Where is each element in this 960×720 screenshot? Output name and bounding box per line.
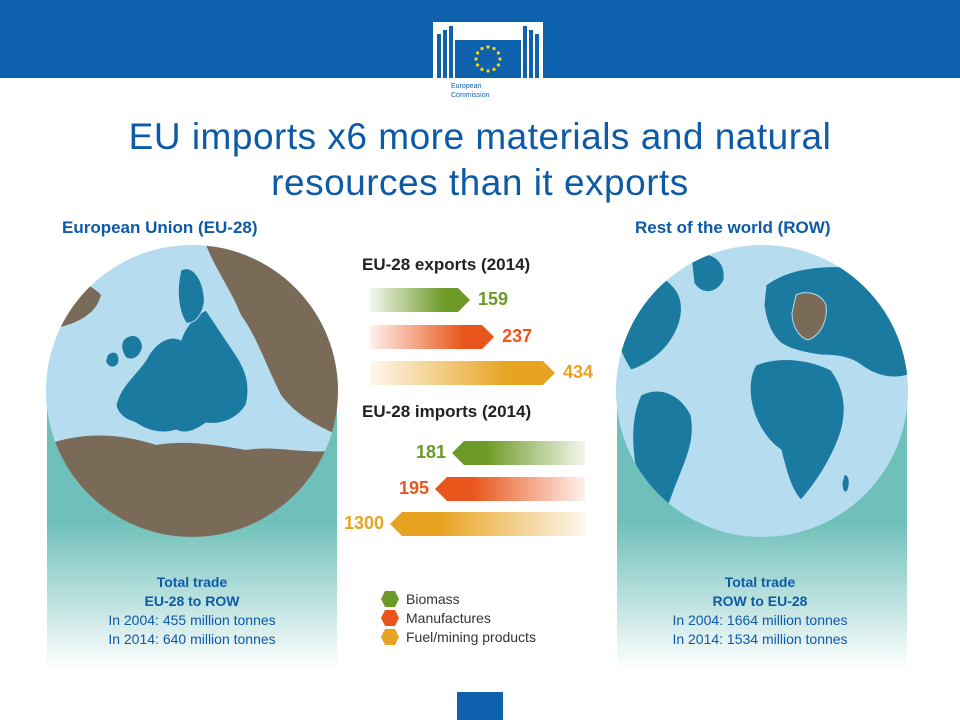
import-value-manufactures: 195	[398, 478, 429, 498]
logo-star	[480, 67, 484, 71]
logo-star	[492, 47, 496, 51]
page-title: EU imports x6 more materials and natural…	[60, 114, 900, 206]
logo-star	[486, 45, 490, 49]
export-value-biomass: 159	[478, 289, 509, 309]
europe-globe-illustration	[46, 245, 338, 537]
manufactures-legend-icon	[381, 610, 399, 626]
export-bar-fuel	[370, 361, 555, 385]
export-bar-manufactures	[370, 325, 495, 349]
logo-star	[476, 51, 480, 55]
bottom-flag-tab	[457, 692, 503, 720]
imports-label: EU-28 imports (2014)	[362, 402, 532, 421]
world-globe-illustration	[616, 245, 908, 537]
logo-star	[476, 63, 480, 67]
legend-label-manufactures: Manufactures	[406, 610, 491, 626]
left-trade-subheading: EU-28 to ROW	[144, 593, 240, 609]
right-trade-heading: Total trade	[724, 574, 796, 590]
legend-item-biomass: Biomass	[381, 590, 460, 608]
right-trade-2014: In 2014: 1534 million tonnes	[672, 631, 848, 647]
logo-text-line2: Commission	[451, 92, 490, 99]
logo-star	[486, 69, 490, 73]
european-commission-logo: European Commission	[433, 22, 543, 104]
right-trade-subheading: ROW to EU-28	[712, 593, 808, 609]
exports-label: EU-28 exports (2014)	[362, 255, 531, 274]
left-trade-heading: Total trade	[156, 574, 228, 590]
legend-label-fuel: Fuel/mining products	[406, 629, 536, 645]
page-title-line2: resources than it exports	[271, 162, 689, 203]
legend-item-manufactures: Manufactures	[381, 609, 491, 627]
logo-star	[496, 63, 500, 67]
right-region-title: Rest of the world (ROW)	[635, 218, 831, 237]
logo-text-line1: European	[451, 83, 481, 90]
left-region-title: European Union (EU-28)	[62, 218, 258, 237]
left-trade-info: Total trade EU-28 to ROW In 2004: 455 mi…	[47, 573, 337, 649]
page-title-line1: EU imports x6 more materials and natural	[128, 116, 832, 157]
import-value-fuel: 1300	[343, 513, 384, 533]
export-value-manufactures: 237	[502, 326, 533, 346]
logo-star	[498, 57, 502, 61]
right-trade-info: Total trade ROW to EU-28 In 2004: 1664 m…	[615, 573, 905, 649]
legend-item-fuel: Fuel/mining products	[381, 628, 536, 646]
logo-star	[480, 47, 484, 51]
export-bar-biomass	[370, 288, 470, 312]
logo-star	[492, 67, 496, 71]
import-bar-manufactures	[435, 477, 585, 501]
import-bar-fuel	[390, 512, 585, 536]
fuel-legend-icon	[381, 629, 399, 645]
logo-star	[496, 51, 500, 55]
import-bar-biomass	[452, 441, 585, 465]
left-trade-2014: In 2014: 640 million tonnes	[108, 631, 276, 647]
logo-star	[474, 57, 478, 61]
biomass-legend-icon	[381, 591, 399, 607]
export-value-fuel: 434	[563, 362, 594, 382]
right-trade-2004: In 2004: 1664 million tonnes	[672, 612, 848, 628]
import-value-biomass: 181	[415, 442, 446, 462]
legend-label-biomass: Biomass	[406, 591, 460, 607]
left-trade-2004: In 2004: 455 million tonnes	[108, 612, 276, 628]
